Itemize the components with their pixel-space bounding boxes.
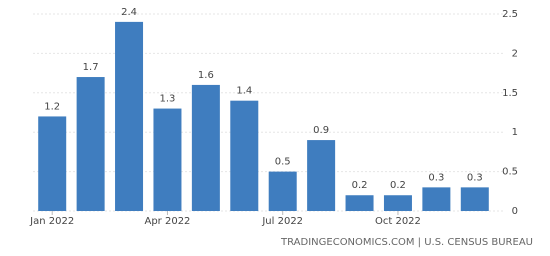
x-tick-label: Jul 2022 bbox=[261, 216, 303, 227]
bar bbox=[76, 77, 105, 211]
y-tick-label: 0 bbox=[512, 206, 518, 217]
data-label: 0.2 bbox=[352, 180, 368, 191]
bar bbox=[460, 187, 489, 211]
bar bbox=[383, 195, 412, 211]
y-tick-label: 0.5 bbox=[502, 167, 518, 178]
data-label: 1.7 bbox=[83, 62, 99, 73]
data-label: 0.9 bbox=[313, 125, 329, 136]
data-label: 1.3 bbox=[160, 94, 176, 105]
data-label: 2.4 bbox=[121, 7, 137, 18]
data-label: 0.2 bbox=[390, 180, 406, 191]
bar bbox=[307, 140, 336, 211]
data-label: 0.3 bbox=[428, 172, 444, 183]
bar bbox=[153, 108, 182, 211]
data-label: 0.3 bbox=[467, 172, 483, 183]
y-tick-label: 1.5 bbox=[502, 88, 518, 99]
y-tick-label: 2 bbox=[512, 48, 518, 59]
bar bbox=[268, 171, 297, 211]
x-tick-label: Jan 2022 bbox=[29, 216, 74, 227]
data-label: 1.6 bbox=[198, 70, 214, 81]
bar bbox=[345, 195, 374, 211]
y-tick-label: 2.5 bbox=[502, 9, 518, 20]
bar bbox=[230, 100, 259, 211]
bar bbox=[422, 187, 451, 211]
bar bbox=[115, 21, 144, 211]
bar bbox=[38, 116, 67, 211]
data-label: 1.2 bbox=[44, 101, 60, 112]
bar bbox=[191, 84, 220, 211]
source: TRADINGECONOMICS.COM | U.S. CENSUS BUREA… bbox=[280, 237, 533, 248]
x-tick-label: Oct 2022 bbox=[375, 216, 421, 227]
data-label: 1.4 bbox=[236, 86, 252, 97]
data-label: 0.5 bbox=[275, 157, 291, 168]
y-tick-label: 1 bbox=[512, 127, 518, 138]
x-tick-label: Apr 2022 bbox=[144, 216, 190, 227]
